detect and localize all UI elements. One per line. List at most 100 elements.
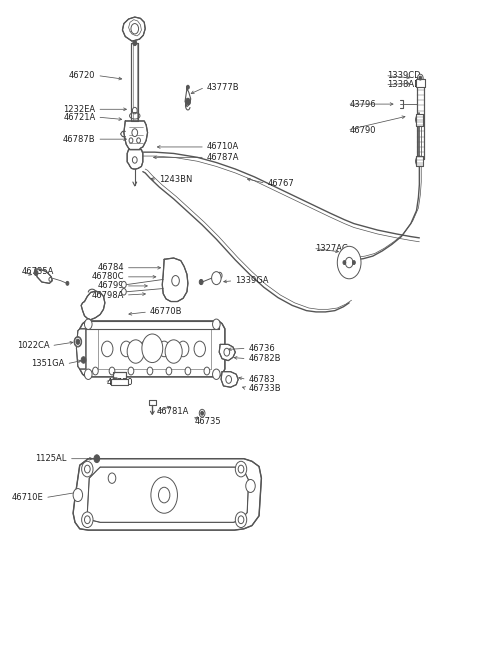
Text: 1243BN: 1243BN xyxy=(159,175,193,184)
Polygon shape xyxy=(221,371,238,387)
Circle shape xyxy=(137,138,141,143)
Circle shape xyxy=(76,339,80,345)
Circle shape xyxy=(132,107,137,114)
Circle shape xyxy=(212,272,221,285)
Circle shape xyxy=(194,341,205,357)
Circle shape xyxy=(158,487,170,503)
Text: 46721A: 46721A xyxy=(63,113,96,122)
Polygon shape xyxy=(122,17,145,41)
Polygon shape xyxy=(35,269,52,284)
Circle shape xyxy=(419,76,422,80)
Circle shape xyxy=(74,337,82,347)
Circle shape xyxy=(178,341,189,357)
Circle shape xyxy=(49,278,52,282)
Circle shape xyxy=(142,334,163,363)
Circle shape xyxy=(128,367,134,375)
Text: 43796: 43796 xyxy=(349,100,376,109)
Circle shape xyxy=(158,341,170,357)
Circle shape xyxy=(84,369,92,379)
Polygon shape xyxy=(219,345,235,361)
Circle shape xyxy=(147,367,153,375)
Text: 1232EA: 1232EA xyxy=(63,105,96,114)
Circle shape xyxy=(166,367,172,375)
Circle shape xyxy=(416,156,423,166)
Text: 46799: 46799 xyxy=(97,282,124,290)
Circle shape xyxy=(140,341,151,357)
Text: 46735: 46735 xyxy=(195,417,222,426)
Circle shape xyxy=(121,289,126,295)
Text: 46787A: 46787A xyxy=(207,153,240,162)
Polygon shape xyxy=(81,291,105,320)
Text: 46784: 46784 xyxy=(97,263,124,272)
Circle shape xyxy=(186,85,189,89)
Text: 46710A: 46710A xyxy=(207,142,239,151)
Circle shape xyxy=(337,246,361,279)
Circle shape xyxy=(185,98,190,105)
Text: 46770B: 46770B xyxy=(150,307,182,316)
Circle shape xyxy=(34,271,38,276)
Polygon shape xyxy=(86,321,219,329)
Circle shape xyxy=(73,489,83,502)
Circle shape xyxy=(82,461,93,477)
Circle shape xyxy=(82,512,93,527)
Polygon shape xyxy=(76,329,86,369)
Polygon shape xyxy=(149,400,156,405)
Circle shape xyxy=(129,138,133,143)
Circle shape xyxy=(121,282,126,288)
Circle shape xyxy=(213,369,220,379)
Text: 46798A: 46798A xyxy=(92,291,124,299)
Circle shape xyxy=(217,272,222,279)
Text: 46735A: 46735A xyxy=(22,267,54,276)
Circle shape xyxy=(84,516,90,523)
Circle shape xyxy=(151,477,178,514)
Polygon shape xyxy=(73,458,262,530)
Circle shape xyxy=(66,282,69,286)
Circle shape xyxy=(235,461,247,477)
Circle shape xyxy=(416,115,423,125)
Polygon shape xyxy=(340,257,359,268)
Text: 46710E: 46710E xyxy=(12,493,43,502)
Circle shape xyxy=(94,455,100,462)
Polygon shape xyxy=(87,467,249,522)
Text: 46790: 46790 xyxy=(349,126,376,134)
Text: 46781A: 46781A xyxy=(157,407,190,417)
Polygon shape xyxy=(417,79,424,159)
Text: 46767: 46767 xyxy=(267,179,294,188)
Text: 46780C: 46780C xyxy=(91,272,124,282)
Text: 1351GA: 1351GA xyxy=(31,360,65,368)
Text: 1327AC: 1327AC xyxy=(315,244,348,253)
Text: 46787B: 46787B xyxy=(63,135,96,143)
Circle shape xyxy=(132,129,138,136)
Text: 1339CD: 1339CD xyxy=(387,71,421,80)
Polygon shape xyxy=(124,121,147,149)
Text: 1125AL: 1125AL xyxy=(36,454,67,463)
Circle shape xyxy=(127,340,144,364)
Text: 1339GA: 1339GA xyxy=(235,276,269,285)
Circle shape xyxy=(84,319,92,329)
Circle shape xyxy=(238,465,244,473)
Circle shape xyxy=(199,409,205,417)
Circle shape xyxy=(226,375,231,383)
Text: 1022CA: 1022CA xyxy=(17,341,49,350)
Text: 46782B: 46782B xyxy=(249,354,281,363)
Polygon shape xyxy=(111,379,128,384)
Circle shape xyxy=(204,367,210,375)
Text: 46733B: 46733B xyxy=(249,384,281,393)
Text: 46720: 46720 xyxy=(69,71,96,80)
Text: 1338AD: 1338AD xyxy=(387,80,421,89)
Circle shape xyxy=(133,41,137,46)
Circle shape xyxy=(120,341,132,357)
Circle shape xyxy=(346,257,353,268)
Circle shape xyxy=(201,411,204,415)
Polygon shape xyxy=(127,149,143,169)
Circle shape xyxy=(246,479,255,493)
Circle shape xyxy=(132,157,137,163)
Circle shape xyxy=(185,367,191,375)
Circle shape xyxy=(108,473,116,483)
Polygon shape xyxy=(113,371,126,382)
Circle shape xyxy=(102,341,113,357)
Polygon shape xyxy=(132,43,138,121)
Text: 46783: 46783 xyxy=(249,375,276,384)
Circle shape xyxy=(109,367,115,375)
Circle shape xyxy=(238,516,244,523)
